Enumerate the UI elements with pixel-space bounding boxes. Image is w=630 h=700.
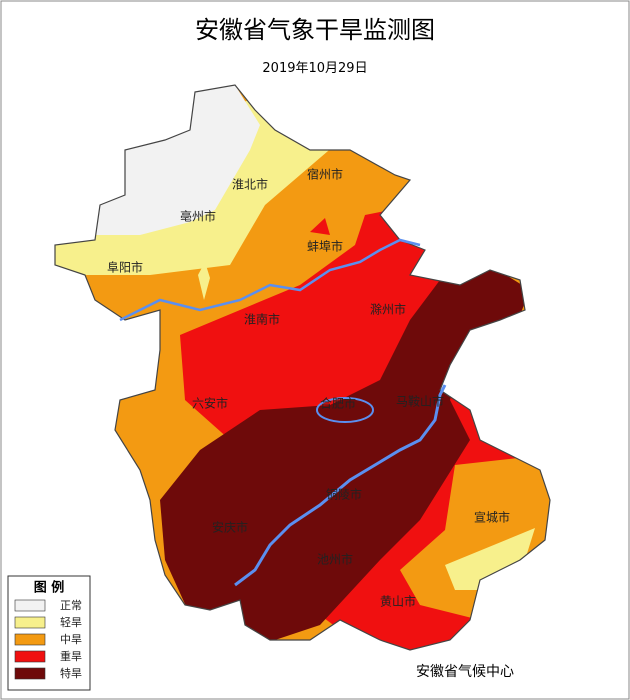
legend-swatch xyxy=(14,667,46,680)
region xyxy=(160,265,530,645)
legend-label: 正常 xyxy=(60,599,82,612)
city-label: 淮南市 xyxy=(244,312,280,327)
legend-label: 重旱 xyxy=(60,649,82,663)
legend-label: 轻旱 xyxy=(60,615,82,629)
legend-swatch xyxy=(14,616,46,629)
legend-swatch xyxy=(14,650,46,663)
city-label: 铜陵市 xyxy=(326,487,362,502)
legend-swatch xyxy=(14,599,46,612)
region xyxy=(95,85,260,235)
source: 安徽省气候中心 xyxy=(416,664,514,680)
legend-label: 中旱 xyxy=(60,633,82,646)
region xyxy=(310,218,330,235)
city-label: 亳州市 xyxy=(180,209,216,224)
region xyxy=(198,262,210,300)
city-label: 安庆市 xyxy=(212,520,248,535)
city-label: 滁州市 xyxy=(370,302,406,317)
legend-swatch xyxy=(14,633,46,646)
legend-title: 图 例 xyxy=(34,580,65,596)
city-label: 合肥市 xyxy=(320,396,356,411)
city-label: 宿州市 xyxy=(307,167,343,182)
city-label: 宣城市 xyxy=(474,510,510,525)
city-label: 蚌埠市 xyxy=(307,239,343,254)
city-label: 淮北市 xyxy=(232,177,268,192)
city-label: 马鞍山市 xyxy=(396,394,444,409)
chaohu-lake xyxy=(316,397,374,423)
city-label: 六安市 xyxy=(192,396,228,411)
date: 2019年10月29日 xyxy=(262,61,367,76)
region xyxy=(445,528,535,590)
city-label: 池州市 xyxy=(317,552,353,567)
city-label: 阜阳市 xyxy=(107,260,143,275)
city-label: 黄山市 xyxy=(380,594,416,609)
title: 安徽省气象干旱监测图 xyxy=(195,16,435,44)
legend-label: 特旱 xyxy=(60,666,82,680)
yangtze-river xyxy=(234,384,447,587)
huai-river xyxy=(119,238,421,322)
